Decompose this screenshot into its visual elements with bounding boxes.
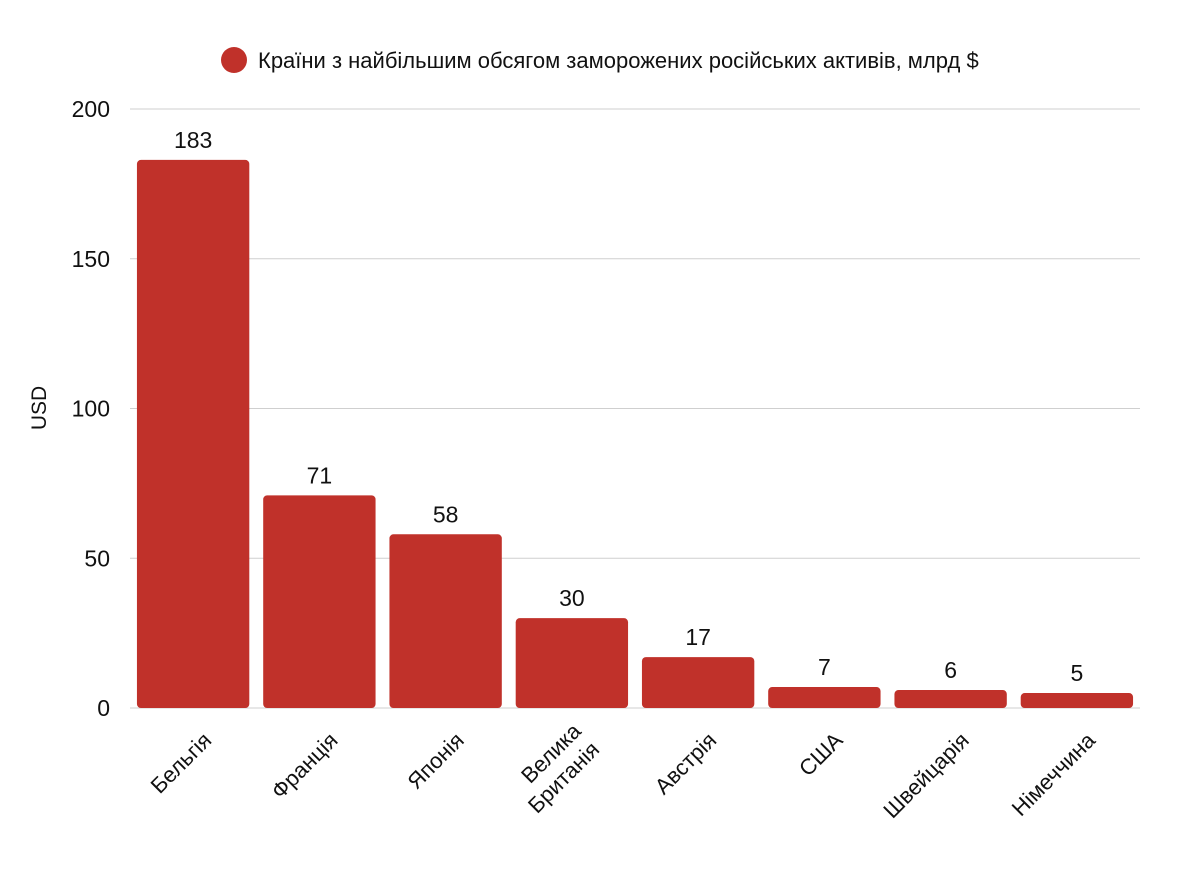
data-labels: 183 71 58 30 17 7 6 5	[174, 127, 1083, 686]
bar	[389, 534, 502, 708]
bar-value-label: 71	[307, 462, 333, 488]
bars	[136, 159, 1134, 709]
bar	[641, 657, 755, 708]
bar-value-label: 58	[433, 501, 459, 527]
x-tick-label: Японія	[402, 728, 468, 794]
legend: Країни з найбільшим обсягом заморожених …	[221, 47, 979, 73]
y-tick-label: 150	[72, 246, 110, 272]
bar	[768, 687, 881, 708]
x-tick-label-line: Бельгія	[146, 728, 217, 799]
bar	[263, 495, 376, 708]
legend-series-label: Країни з найбільшим обсягом заморожених …	[258, 48, 979, 73]
x-tick-label-line: Німеччина	[1007, 727, 1101, 821]
bar-value-label: 30	[559, 585, 585, 611]
x-tick-label-line: Франція	[266, 728, 342, 804]
y-tick-label: 100	[72, 396, 110, 422]
bar-value-label: 7	[818, 654, 831, 680]
y-tick-label: 0	[97, 695, 110, 721]
y-axis-ticks: 0 50 100 150 200	[72, 96, 110, 721]
x-tick-label: Німеччина	[1007, 727, 1101, 821]
legend-swatch	[221, 47, 247, 73]
x-tick-label-line: Швейцарія	[878, 728, 973, 823]
x-tick-label: Австрія	[650, 728, 722, 800]
bar-value-label: 183	[174, 127, 212, 153]
y-tick-label: 50	[84, 545, 110, 571]
x-tick-label: США	[794, 727, 848, 781]
bar	[1020, 693, 1134, 708]
x-tick-label: Франція	[266, 728, 342, 804]
x-tick-label: Бельгія	[146, 728, 217, 799]
bar-value-label: 5	[1070, 660, 1083, 686]
bar-value-label: 6	[944, 657, 957, 683]
bar-value-label: 17	[685, 624, 711, 650]
y-tick-label: 200	[72, 96, 110, 122]
bar	[894, 690, 1007, 708]
x-tick-label-line: США	[794, 727, 848, 781]
x-tick-label: Швейцарія	[878, 728, 973, 823]
x-tick-label-line: Австрія	[650, 728, 722, 800]
bar	[515, 618, 629, 708]
y-axis-title: USD	[28, 386, 51, 430]
x-tick-label-line: Японія	[402, 728, 468, 794]
bar	[136, 159, 250, 709]
